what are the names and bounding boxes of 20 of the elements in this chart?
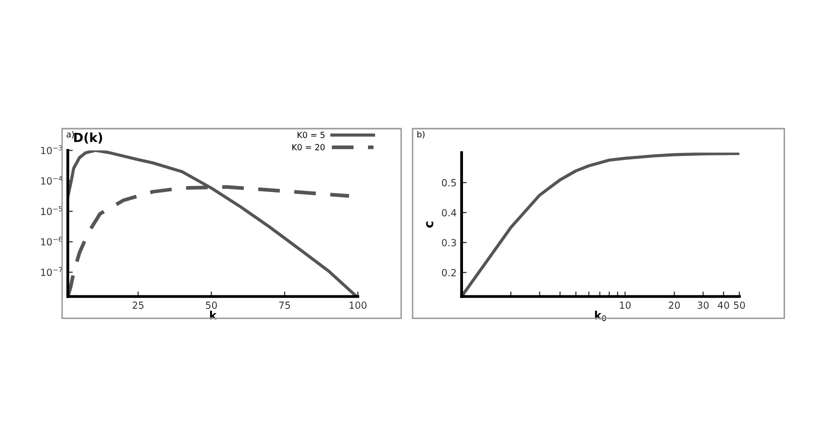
x-tick-label: 30	[698, 302, 709, 309]
y-axis-title: D(k)	[74, 132, 102, 144]
x-tick-label: 100	[350, 302, 366, 309]
y-tick-label: 10$^{−4}$	[41, 176, 62, 185]
x-tick-label: 40	[718, 302, 730, 309]
x-tick-label: 20	[668, 302, 680, 309]
y-tick-label: 0.3	[442, 239, 456, 246]
x-tick-label: 25	[132, 302, 144, 309]
legend-label: K0 = 20	[292, 144, 325, 150]
text: a)	[66, 131, 74, 138]
x-tick-label: 50	[734, 302, 745, 309]
y-axis-title: c	[426, 222, 434, 228]
x-tick-label: 75	[279, 302, 290, 309]
x-tick-label: 50	[206, 302, 217, 309]
text: b)	[417, 131, 424, 138]
y-tick-label: 0.5	[442, 179, 456, 186]
y-tick-label: 0.2	[442, 268, 456, 276]
x-tick-label: 10	[620, 302, 631, 309]
y-tick-label: 0.4	[442, 209, 456, 216]
legend-label: K0 = 5	[298, 132, 324, 138]
